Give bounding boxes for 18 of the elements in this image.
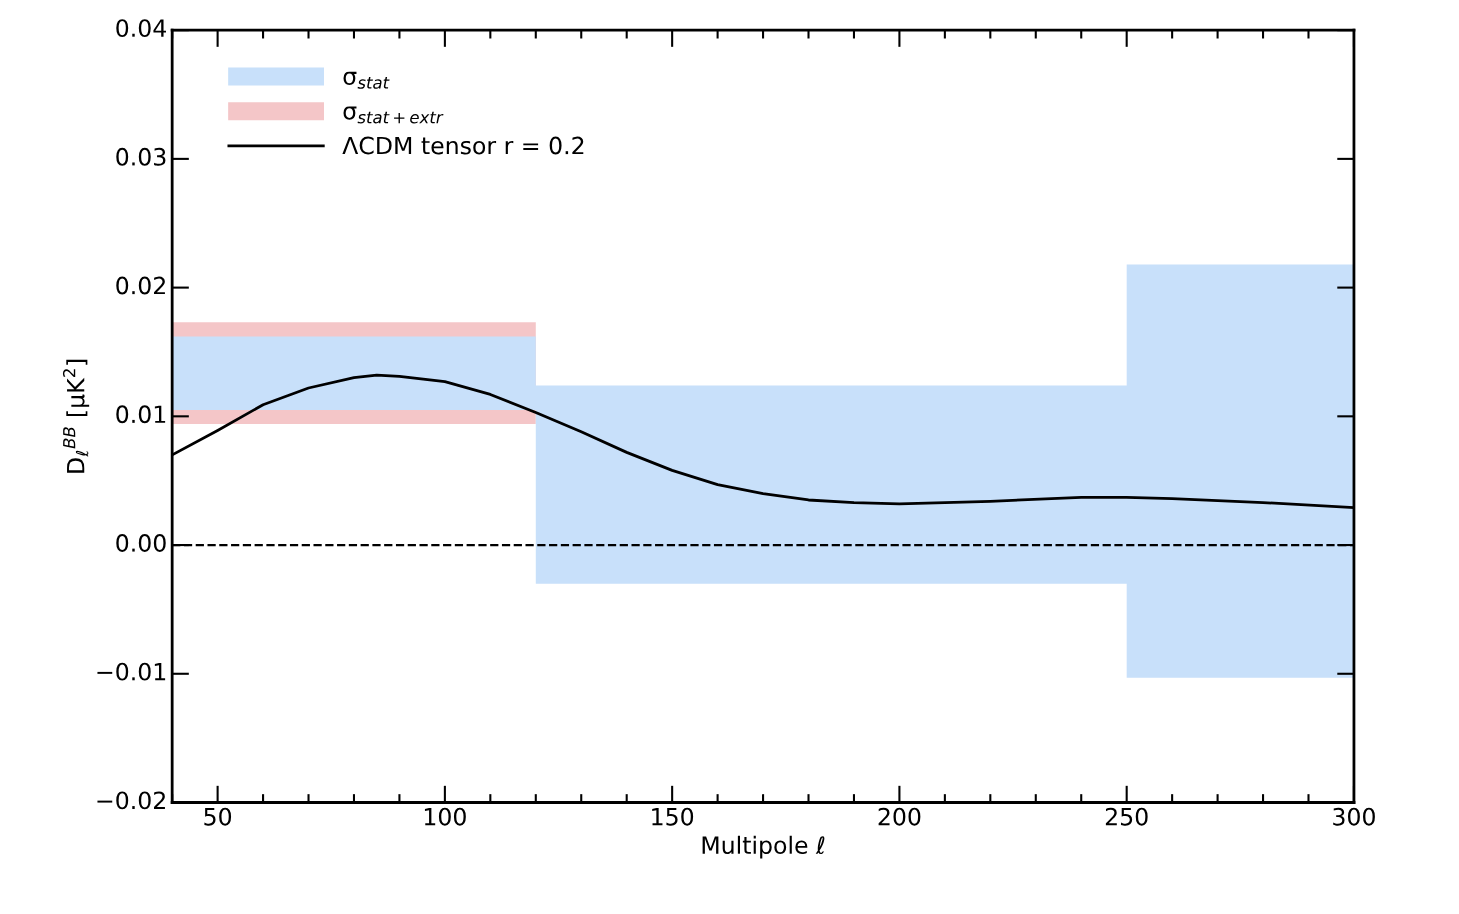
- x-tick-label: 250: [1105, 807, 1148, 826]
- legend-label: ΛCDM tensor r = 0.2: [342, 136, 584, 155]
- y-tick-label: 0.00: [116, 534, 166, 552]
- y-tick-label: 0.04: [116, 19, 166, 38]
- y-tick-label: 0.03: [116, 147, 166, 166]
- y-tick-label: 0.01: [116, 405, 166, 424]
- x-tick-label: 200: [878, 807, 921, 826]
- y-tick-label: 0.02: [116, 276, 165, 295]
- legend-label: σ$_{stat+extr}$: [343, 106, 444, 124]
- x-tick-label: 50: [204, 807, 232, 826]
- x-tick-label: 300: [1333, 807, 1375, 826]
- legend-label: σ$_{stat}$: [343, 71, 390, 89]
- y-axis-title: D$_{ℓ}$$^{BB}$ [μK$^{2}$]: [62, 359, 90, 473]
- y-tick-label: −0.01: [97, 662, 166, 681]
- x-tick-label: 150: [652, 807, 694, 826]
- y-tick-label: −0.02: [97, 791, 165, 810]
- x-axis-title: Multipole ℓ: [702, 835, 825, 859]
- x-tick-label: 100: [424, 807, 466, 826]
